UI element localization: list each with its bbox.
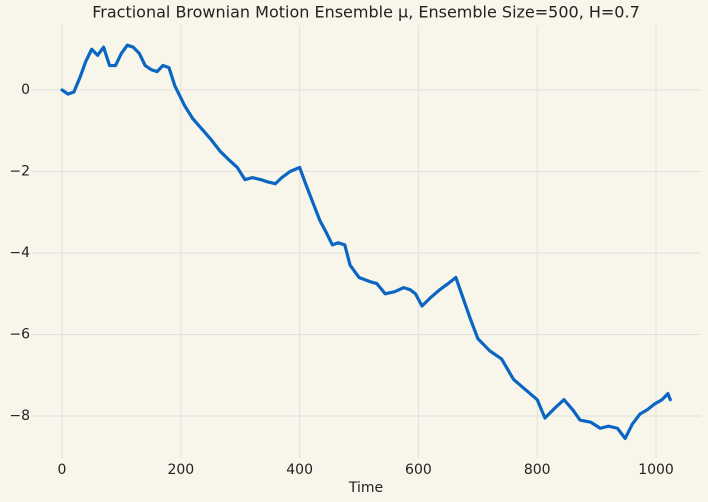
y-tick-label: 0	[21, 82, 30, 98]
x-tick-label: 400	[286, 462, 313, 478]
y-tick-label: −4	[9, 245, 30, 261]
x-axis-label: Time	[348, 480, 383, 496]
data-line	[60, 43, 672, 441]
x-tick-label: 1000	[638, 462, 674, 478]
chart-title: Fractional Brownian Motion Ensemble μ, E…	[92, 3, 640, 22]
y-tick-label: −2	[9, 163, 30, 179]
y-tick-label: −8	[9, 408, 30, 424]
x-tick-label: 0	[58, 462, 67, 478]
x-tick-label: 600	[405, 462, 432, 478]
y-tick-label: −6	[9, 327, 30, 343]
x-tick-label: 800	[524, 462, 551, 478]
x-tick-label: 200	[167, 462, 194, 478]
grid	[31, 25, 701, 458]
